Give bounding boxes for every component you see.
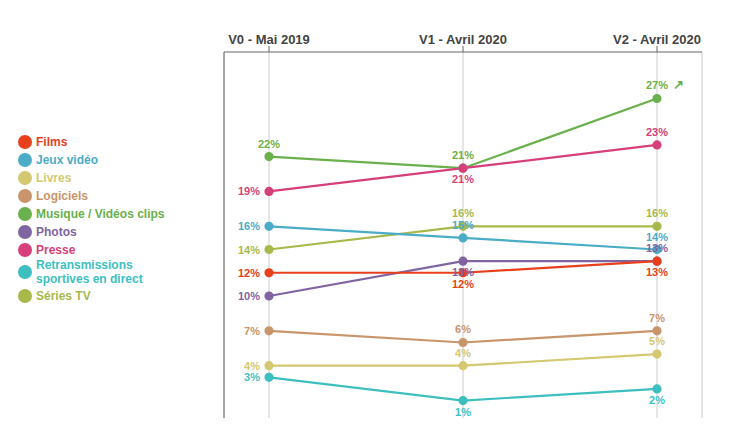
svg-text:19%: 19% bbox=[238, 185, 260, 197]
html-text:Retransmissions sportives en d: Retransmissions sportives en direct bbox=[36, 258, 143, 286]
svg-text:V0 - Mai 2019: V0 - Mai 2019 bbox=[228, 32, 310, 47]
html-text:Presse: Presse bbox=[36, 242, 76, 257]
svg-text:↗: ↗ bbox=[673, 77, 684, 92]
svg-text:21%: 21% bbox=[452, 149, 474, 161]
svg-text:6%: 6% bbox=[455, 323, 471, 335]
html-text:Séries TV: Séries TV bbox=[36, 288, 91, 303]
svg-text:V2 - Avril 2020: V2 - Avril 2020 bbox=[613, 32, 701, 47]
svg-text:7%: 7% bbox=[244, 325, 260, 337]
svg-text:15%: 15% bbox=[452, 219, 474, 231]
svg-text:16%: 16% bbox=[646, 207, 668, 219]
svg-text:13%: 13% bbox=[452, 266, 474, 278]
svg-text:5%: 5% bbox=[649, 335, 665, 347]
html-text:Livres: Livres bbox=[36, 170, 72, 185]
svg-text:12%: 12% bbox=[452, 278, 474, 290]
svg-text:22%: 22% bbox=[258, 138, 280, 150]
svg-text:13%: 13% bbox=[646, 242, 668, 254]
html-text:Jeux vidéo: Jeux vidéo bbox=[36, 152, 98, 167]
svg-text:V1 - Avril 2020: V1 - Avril 2020 bbox=[419, 32, 507, 47]
svg-text:7%: 7% bbox=[649, 312, 665, 324]
svg-text:14%: 14% bbox=[646, 231, 668, 243]
svg-text:4%: 4% bbox=[244, 360, 260, 372]
svg-text:16%: 16% bbox=[452, 207, 474, 219]
svg-text:27%: 27% bbox=[646, 79, 668, 91]
svg-text:10%: 10% bbox=[238, 290, 260, 302]
svg-text:21%: 21% bbox=[452, 173, 474, 185]
svg-text:4%: 4% bbox=[455, 347, 471, 359]
html-text:Logiciels: Logiciels bbox=[36, 188, 88, 203]
html-text:Films: Films bbox=[36, 134, 68, 149]
svg-text:23%: 23% bbox=[646, 126, 668, 138]
svg-text:2%: 2% bbox=[649, 394, 665, 406]
svg-text:1%: 1% bbox=[455, 406, 471, 418]
svg-text:3%: 3% bbox=[244, 371, 260, 383]
html-text:Musique / Vidéos clips: Musique / Vidéos clips bbox=[36, 206, 165, 221]
svg-text:16%: 16% bbox=[238, 220, 260, 232]
svg-text:12%: 12% bbox=[238, 267, 260, 279]
svg-text:13%: 13% bbox=[646, 266, 668, 278]
svg-text:14%: 14% bbox=[238, 244, 260, 256]
html-text:Photos: Photos bbox=[36, 224, 77, 239]
